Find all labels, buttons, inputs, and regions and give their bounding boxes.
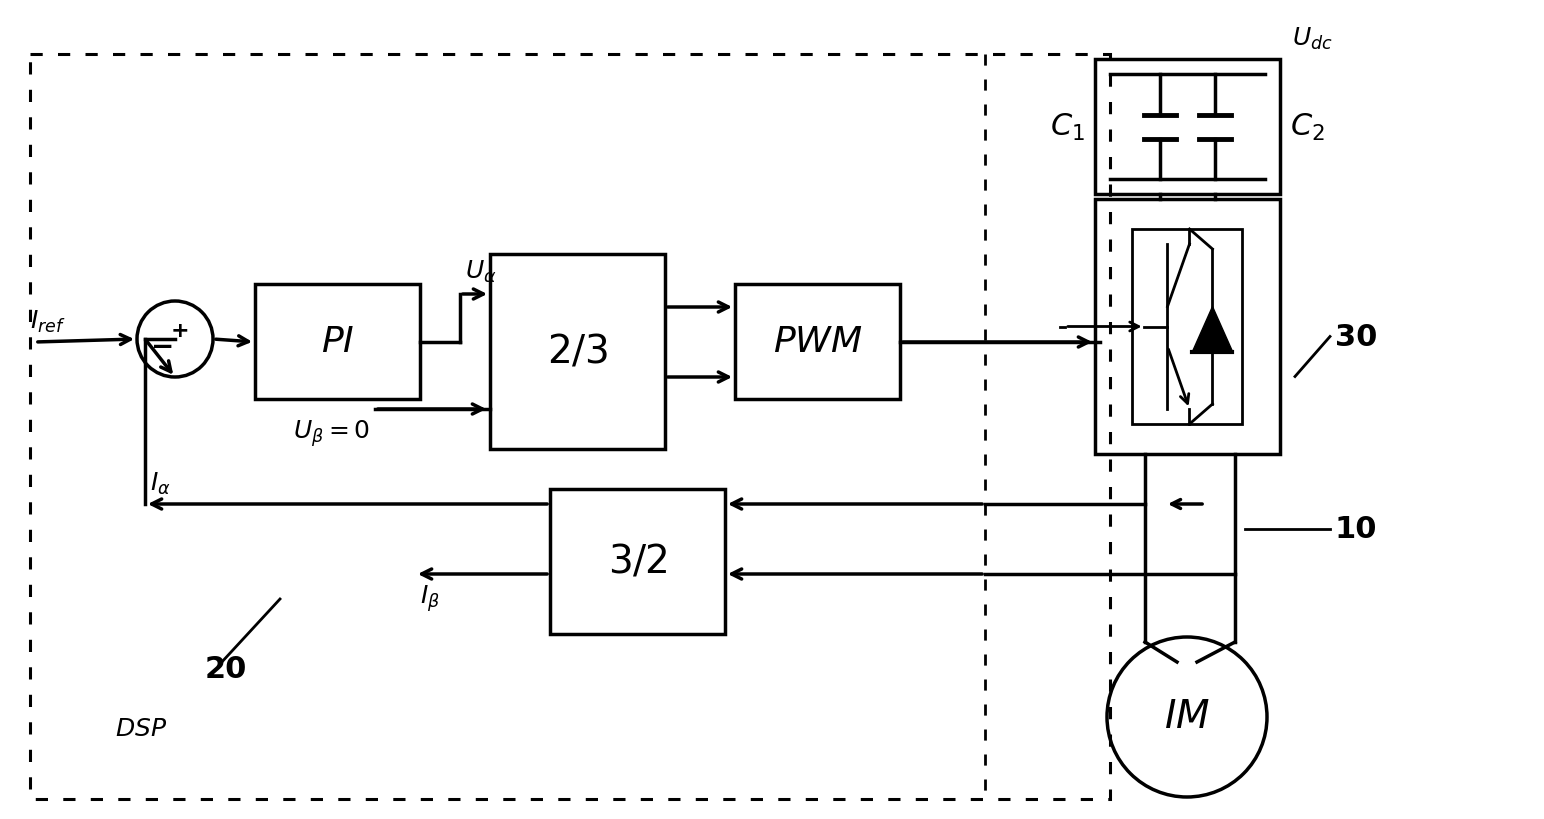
Text: $I_{\alpha}$: $I_{\alpha}$ <box>150 470 171 496</box>
Bar <box>735 285 900 400</box>
Text: $PWM$: $PWM$ <box>772 325 863 359</box>
Text: $2/3$: $2/3$ <box>547 333 608 370</box>
Bar <box>255 285 420 400</box>
Text: +: + <box>171 320 190 341</box>
Text: $DSP$: $DSP$ <box>114 717 167 740</box>
Text: $U_{\beta}=0$: $U_{\beta}=0$ <box>293 418 371 448</box>
Text: $PI$: $PI$ <box>321 325 354 359</box>
Polygon shape <box>1192 307 1232 352</box>
Text: 30: 30 <box>1336 323 1377 351</box>
Text: $U_{\alpha}$: $U_{\alpha}$ <box>465 259 497 285</box>
Bar <box>550 490 726 634</box>
Text: $C_{1}$: $C_{1}$ <box>1050 112 1085 143</box>
Text: $C_{2}$: $C_{2}$ <box>1289 112 1325 143</box>
Text: 10: 10 <box>1336 515 1377 544</box>
Bar <box>1095 60 1280 195</box>
Bar <box>1132 229 1243 424</box>
Bar <box>489 255 665 450</box>
Text: 20: 20 <box>205 654 247 684</box>
Text: $I_{\beta}$: $I_{\beta}$ <box>420 582 440 613</box>
Bar <box>29 55 1110 799</box>
Bar <box>1095 200 1280 455</box>
Text: $IM$: $IM$ <box>1164 699 1210 735</box>
Text: $I_{ref}$: $I_{ref}$ <box>29 309 66 335</box>
Text: −: − <box>151 333 174 360</box>
Text: $3/2$: $3/2$ <box>608 543 667 581</box>
Text: $U_{dc}$: $U_{dc}$ <box>1292 25 1332 52</box>
